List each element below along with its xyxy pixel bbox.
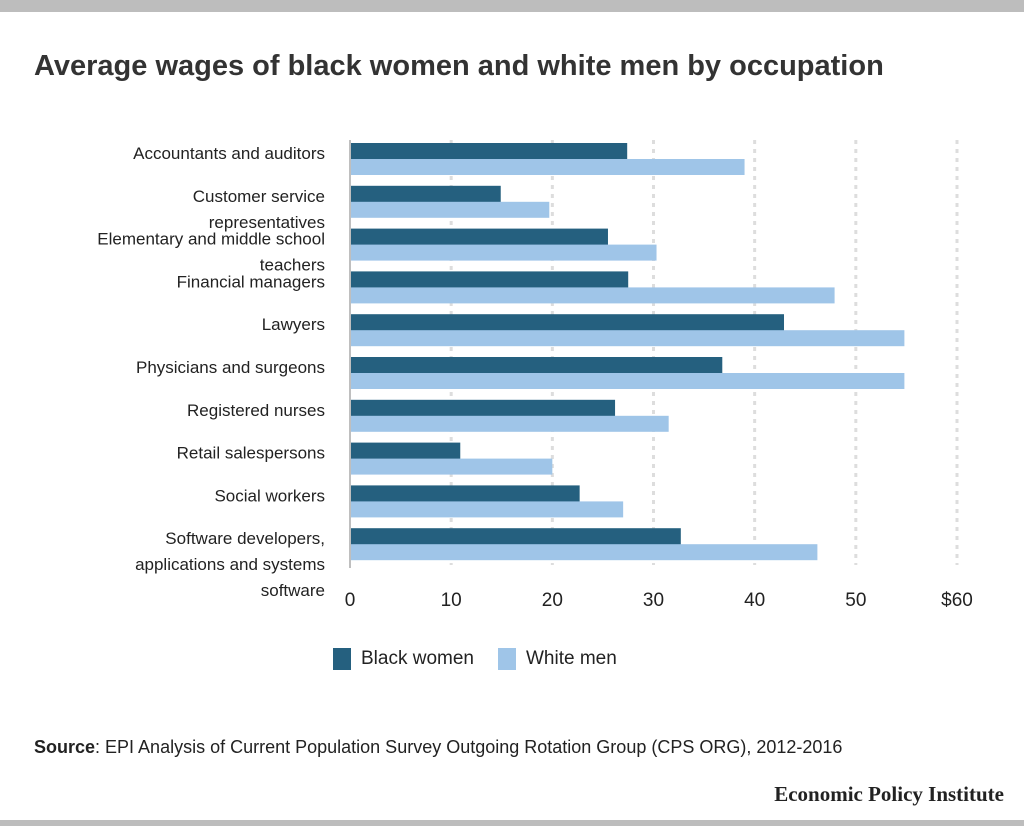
bar-black-women — [351, 228, 608, 246]
bar-white-men — [351, 415, 669, 432]
bar-white-men — [351, 244, 657, 261]
bar-white-men — [351, 330, 905, 347]
legend-label: Black women — [361, 648, 474, 669]
x-tick-label: 20 — [542, 590, 563, 611]
category-label: Software developers, — [165, 529, 325, 548]
top-band — [0, 0, 1024, 12]
bar-black-women — [351, 528, 681, 546]
x-tick-label: 30 — [643, 590, 664, 611]
chart-title: Average wages of black women and white m… — [34, 50, 884, 82]
bar-black-women — [351, 357, 723, 374]
category-label: teachers — [260, 256, 325, 275]
category-label: applications and systems — [135, 555, 325, 574]
category-label: Physicians and surgeons — [136, 358, 325, 377]
category-label: Financial managers — [177, 272, 325, 291]
bottom-band — [0, 820, 1024, 826]
bar-chart: 0 10 20 30 40 50 $60 Accountants and auditors Cu… — [97, 140, 973, 611]
bar-black-women — [351, 314, 785, 332]
category-label: Registered nurses — [187, 401, 325, 420]
bar-white-men — [351, 458, 553, 475]
bar-black-women — [351, 485, 580, 503]
category-label: representatives — [209, 213, 325, 232]
legend-item-white-men: White men — [498, 648, 617, 670]
bar-white-men — [351, 159, 745, 175]
category-label: Social workers — [214, 486, 325, 505]
bar-black-women — [351, 271, 629, 289]
x-tick-label: $60 — [941, 590, 973, 611]
bar-black-women — [351, 442, 461, 460]
epi-logo: Economic Policy Institute — [774, 782, 1004, 806]
bar-black-women — [351, 143, 628, 160]
legend-item-black-women: Black women — [333, 648, 474, 670]
legend-label: White men — [526, 648, 617, 669]
category-label: Lawyers — [262, 315, 325, 334]
x-tick-label: 0 — [345, 590, 356, 611]
source-label: Source — [34, 737, 96, 757]
bar-white-men — [351, 501, 624, 518]
source-text: : EPI Analysis of Current Population Sur… — [95, 737, 843, 757]
x-tick-label: 50 — [845, 590, 866, 611]
bar-white-men — [351, 373, 905, 389]
bar-black-women — [351, 185, 501, 203]
bar-white-men — [351, 544, 818, 561]
x-tick-label: 40 — [744, 590, 765, 611]
bar-white-men — [351, 201, 550, 218]
category-label: Customer service — [193, 187, 325, 206]
category-label: software — [261, 581, 325, 600]
x-tick-label: 10 — [441, 590, 462, 611]
category-label: Elementary and middle school — [97, 230, 325, 249]
category-label: Retail salespersons — [177, 444, 325, 463]
source-note: Source: EPI Analysis of Current Populati… — [34, 737, 842, 758]
legend-swatch — [333, 648, 351, 670]
bar-black-women — [351, 399, 616, 417]
legend: Black women White men — [333, 648, 617, 670]
bar-white-men — [351, 287, 835, 304]
category-label: Accountants and auditors — [133, 144, 325, 163]
legend-swatch — [498, 648, 516, 670]
